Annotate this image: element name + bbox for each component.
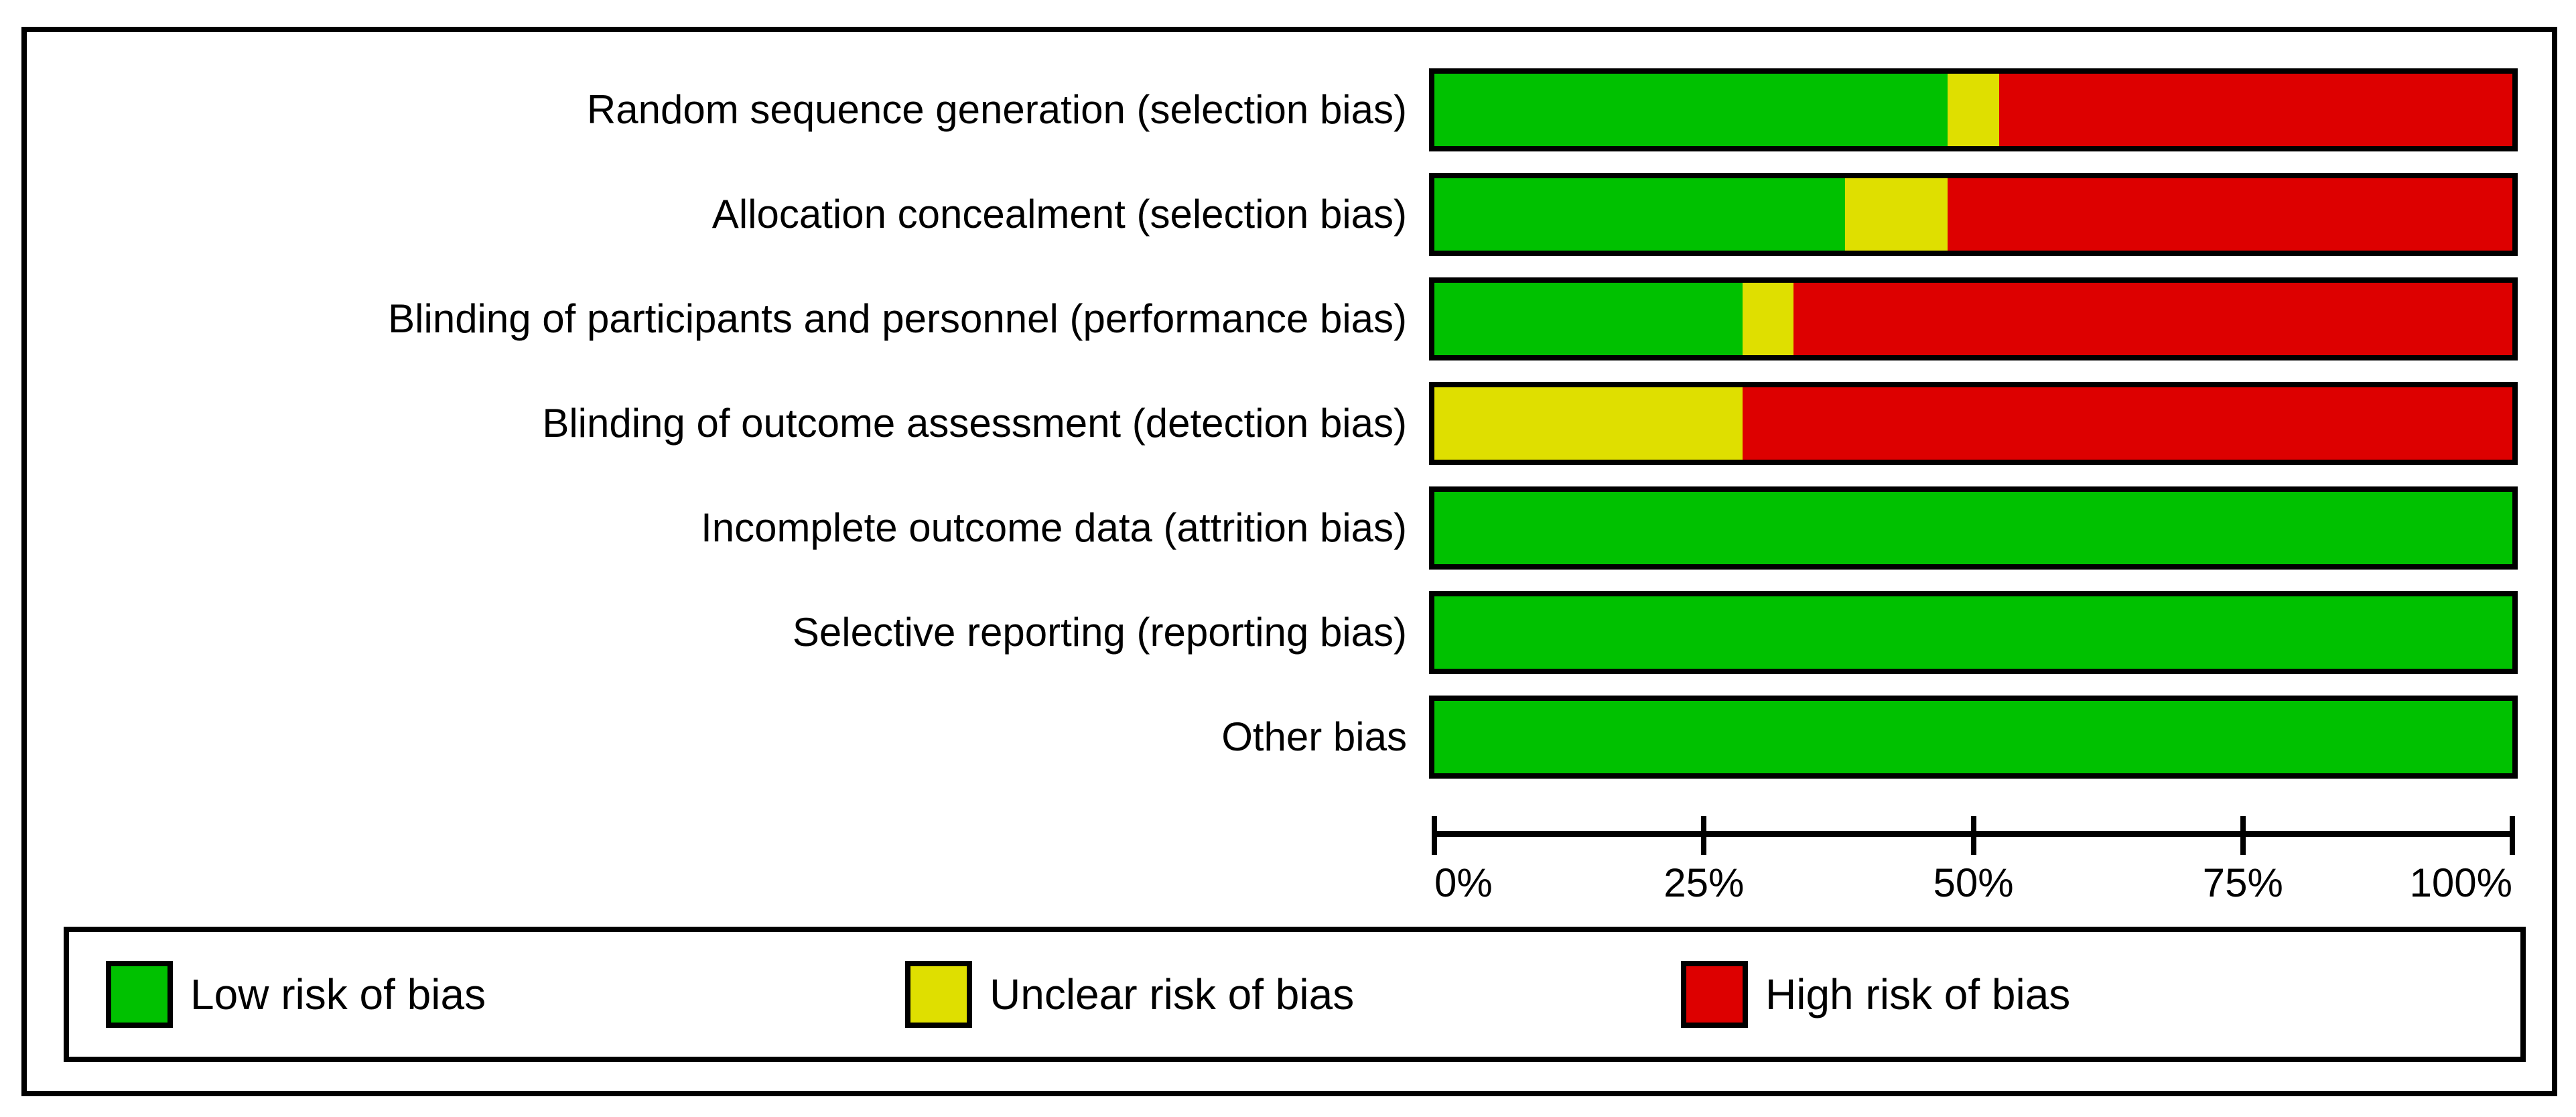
legend-swatch-icon (905, 961, 972, 1028)
category-label: Other bias (1221, 714, 1407, 759)
axis-tick (2510, 816, 2515, 855)
axis-tick (1432, 816, 1437, 855)
stacked-bar (1429, 277, 2518, 360)
axis-tick (2240, 816, 2246, 855)
axis-tick-label: 25% (1664, 860, 1745, 905)
stacked-bar (1429, 591, 2518, 674)
category-label: Random sequence generation (selection bi… (586, 87, 1407, 132)
category-label: Allocation concealment (selection bias) (711, 192, 1407, 237)
legend-item: High risk of bias (1681, 961, 2070, 1028)
stacked-bar (1429, 68, 2518, 151)
bar-segment-low (1434, 492, 2512, 564)
bar-segment-unclear (1948, 74, 1999, 146)
legend-label: Unclear risk of bias (990, 970, 1355, 1019)
axis-tick-label: 75% (2202, 860, 2283, 905)
axis-tick-label: 50% (1933, 860, 2014, 905)
legend-label: Low risk of bias (190, 970, 486, 1019)
legend-item: Unclear risk of bias (905, 961, 1354, 1028)
category-label: Blinding of outcome assessment (detectio… (542, 401, 1407, 446)
legend-swatch-icon (1681, 961, 1748, 1028)
bar-segment-unclear (1742, 283, 1794, 355)
bar-segment-unclear (1845, 178, 1948, 251)
bar-segment-unclear (1434, 387, 1743, 460)
stacked-bar (1429, 173, 2518, 256)
axis-tick (1701, 816, 1707, 855)
stacked-bar (1429, 382, 2518, 465)
chart-frame (21, 27, 2557, 1096)
bar-segment-low (1434, 283, 1743, 355)
legend-item: Low risk of bias (106, 961, 486, 1028)
category-label: Incomplete outcome data (attrition bias) (701, 505, 1407, 550)
stacked-bar (1429, 696, 2518, 779)
legend-label: High risk of bias (1765, 970, 2071, 1019)
legend: Low risk of bias Unclear risk of bias High… (64, 927, 2526, 1062)
bar-segment-high (1793, 283, 2512, 355)
bar-segment-low (1434, 74, 1948, 146)
bar-segment-low (1434, 178, 1846, 251)
category-label: Blinding of participants and personnel (… (388, 296, 1407, 341)
legend-swatch-icon (106, 961, 173, 1028)
axis-tick-label: 100% (2409, 860, 2512, 905)
bar-segment-high (1948, 178, 2512, 251)
bar-segment-low (1434, 701, 2512, 773)
bar-segment-high (1998, 74, 2512, 146)
axis-tick (1970, 816, 1976, 855)
category-label: Selective reporting (reporting bias) (792, 610, 1407, 655)
axis-tick-label: 0% (1434, 860, 1493, 905)
bar-segment-high (1742, 387, 2512, 460)
bar-segment-low (1434, 596, 2512, 669)
stacked-bar (1429, 486, 2518, 570)
